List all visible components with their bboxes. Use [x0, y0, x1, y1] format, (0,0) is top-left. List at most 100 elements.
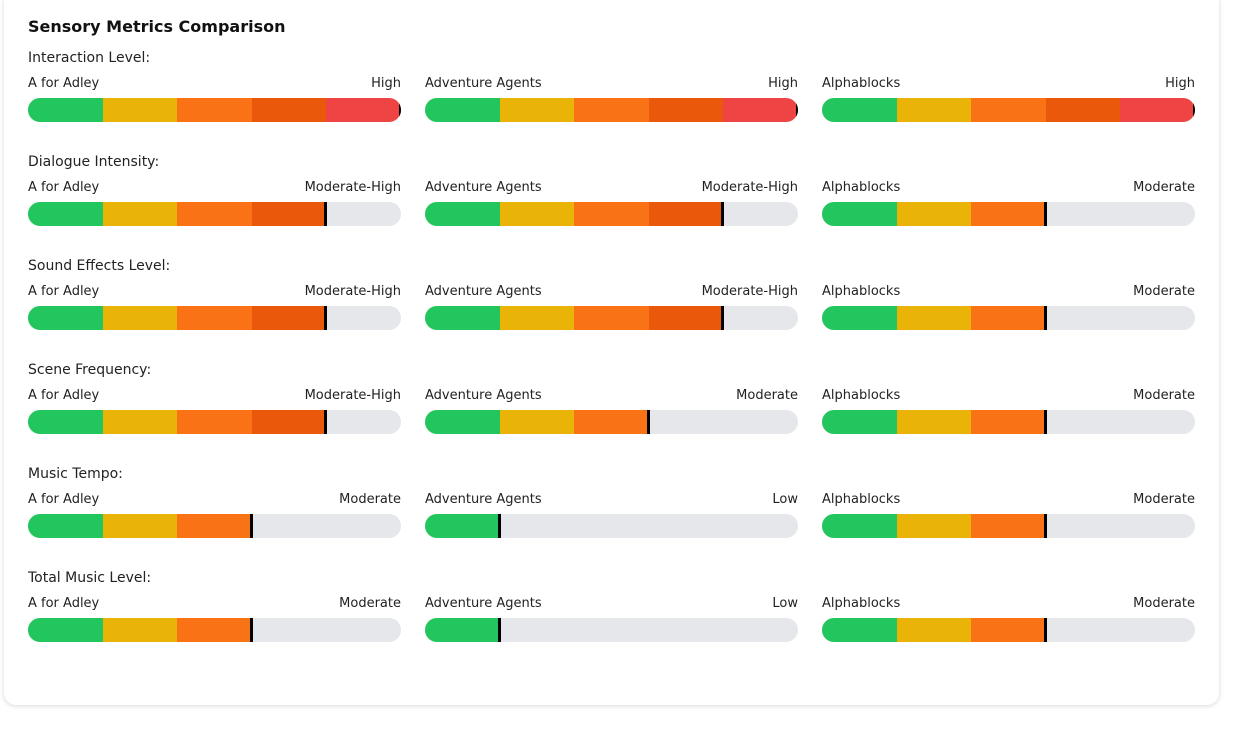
level-segment — [177, 514, 252, 538]
rating-label: Moderate-High — [304, 284, 401, 299]
level-segment — [499, 202, 575, 226]
show-metric: Adventure Agents Moderate-High — [425, 179, 798, 226]
rating-label: Moderate — [1133, 388, 1195, 403]
metrics-list: Interaction Level: A for Adley High Adventu… — [28, 48, 1195, 672]
level-marker — [1043, 410, 1047, 434]
metric-label: Music Tempo: — [28, 466, 123, 482]
show-metric: Alphablocks Moderate — [822, 387, 1195, 434]
rating-label: High — [1165, 76, 1195, 91]
level-bar — [822, 514, 1195, 538]
level-segment — [326, 98, 401, 122]
level-bar — [425, 98, 798, 122]
level-segment — [251, 202, 327, 226]
level-segment — [28, 514, 103, 538]
level-bar — [28, 98, 401, 122]
level-segment — [822, 514, 897, 538]
show-metric: A for Adley Moderate-High — [28, 179, 401, 226]
level-marker — [1043, 618, 1047, 642]
show-metric-header: A for Adley High — [28, 75, 401, 93]
level-marker — [796, 98, 798, 122]
metric-label: Dialogue Intensity: — [28, 154, 160, 170]
show-comparison-group: A for Adley Moderate Adventure Agents Low Al… — [28, 595, 1195, 642]
show-metric: A for Adley High — [28, 75, 401, 122]
level-segment — [896, 202, 972, 226]
show-name: Adventure Agents — [425, 284, 542, 299]
show-metric: Alphablocks Moderate — [822, 283, 1195, 330]
show-name: Adventure Agents — [425, 596, 542, 611]
level-segment — [896, 618, 972, 642]
show-metric-header: Alphablocks Moderate — [822, 283, 1195, 301]
rating-label: Moderate — [1133, 284, 1195, 299]
rating-label: Moderate — [339, 596, 401, 611]
show-metric: Adventure Agents Low — [425, 491, 798, 538]
level-segment — [648, 306, 724, 330]
show-metric-header: A for Adley Moderate — [28, 491, 401, 509]
level-segment — [251, 306, 327, 330]
level-bar — [822, 98, 1195, 122]
level-segment — [425, 202, 500, 226]
show-comparison-group: A for Adley Moderate-High Adventure Agents… — [28, 283, 1195, 330]
level-marker — [249, 618, 253, 642]
rating-label: Moderate — [736, 388, 798, 403]
level-segment — [574, 98, 649, 122]
level-marker — [249, 514, 253, 538]
metric-row: Scene Frequency: A for Adley Moderate-High… — [28, 360, 1195, 464]
level-segment — [499, 98, 575, 122]
level-bar — [28, 202, 401, 226]
show-metric-header: Adventure Agents Moderate-High — [425, 283, 798, 301]
level-segment — [971, 306, 1046, 330]
level-segment — [28, 618, 103, 642]
rating-label: High — [371, 76, 401, 91]
level-segment — [648, 98, 724, 122]
level-segment — [425, 514, 500, 538]
level-segment — [574, 202, 649, 226]
rating-label: Moderate — [339, 492, 401, 507]
show-name: Adventure Agents — [425, 388, 542, 403]
level-segment — [971, 98, 1046, 122]
metric-label: Sound Effects Level: — [28, 258, 171, 274]
show-name: Alphablocks — [822, 180, 901, 195]
level-segment — [28, 410, 103, 434]
show-metric-header: A for Adley Moderate-High — [28, 283, 401, 301]
metric-label: Interaction Level: — [28, 50, 151, 66]
show-metric: Adventure Agents Moderate-High — [425, 283, 798, 330]
show-metric-header: Alphablocks Moderate — [822, 179, 1195, 197]
show-metric-header: Alphablocks High — [822, 75, 1195, 93]
level-segment — [822, 410, 897, 434]
level-segment — [648, 202, 724, 226]
level-segment — [1045, 98, 1121, 122]
level-bar — [425, 202, 798, 226]
level-segment — [251, 410, 327, 434]
show-metric: A for Adley Moderate — [28, 491, 401, 538]
rating-label: High — [768, 76, 798, 91]
show-metric: Adventure Agents High — [425, 75, 798, 122]
level-marker — [324, 306, 328, 330]
show-metric-header: Adventure Agents Moderate-High — [425, 179, 798, 197]
level-segment — [723, 98, 798, 122]
show-name: Alphablocks — [822, 596, 901, 611]
level-bar — [28, 514, 401, 538]
level-segment — [499, 410, 575, 434]
show-comparison-group: A for Adley Moderate-High Adventure Agents… — [28, 179, 1195, 226]
show-metric-header: A for Adley Moderate — [28, 595, 401, 613]
level-marker — [721, 306, 725, 330]
show-name: Alphablocks — [822, 388, 901, 403]
metric-row: Dialogue Intensity: A for Adley Moderate-H… — [28, 152, 1195, 256]
level-segment — [28, 306, 103, 330]
rating-label: Low — [772, 492, 798, 507]
level-marker — [497, 514, 501, 538]
level-segment — [896, 98, 972, 122]
level-segment — [425, 410, 500, 434]
level-segment — [102, 98, 178, 122]
show-metric-header: Adventure Agents Low — [425, 491, 798, 509]
level-segment — [896, 514, 972, 538]
level-segment — [896, 410, 972, 434]
level-marker — [497, 618, 501, 642]
show-comparison-group: A for Adley Moderate Adventure Agents Low Al… — [28, 491, 1195, 538]
show-name: A for Adley — [28, 596, 100, 611]
level-segment — [177, 202, 252, 226]
level-segment — [425, 618, 500, 642]
level-segment — [971, 618, 1046, 642]
show-name: Adventure Agents — [425, 180, 542, 195]
level-bar — [822, 306, 1195, 330]
